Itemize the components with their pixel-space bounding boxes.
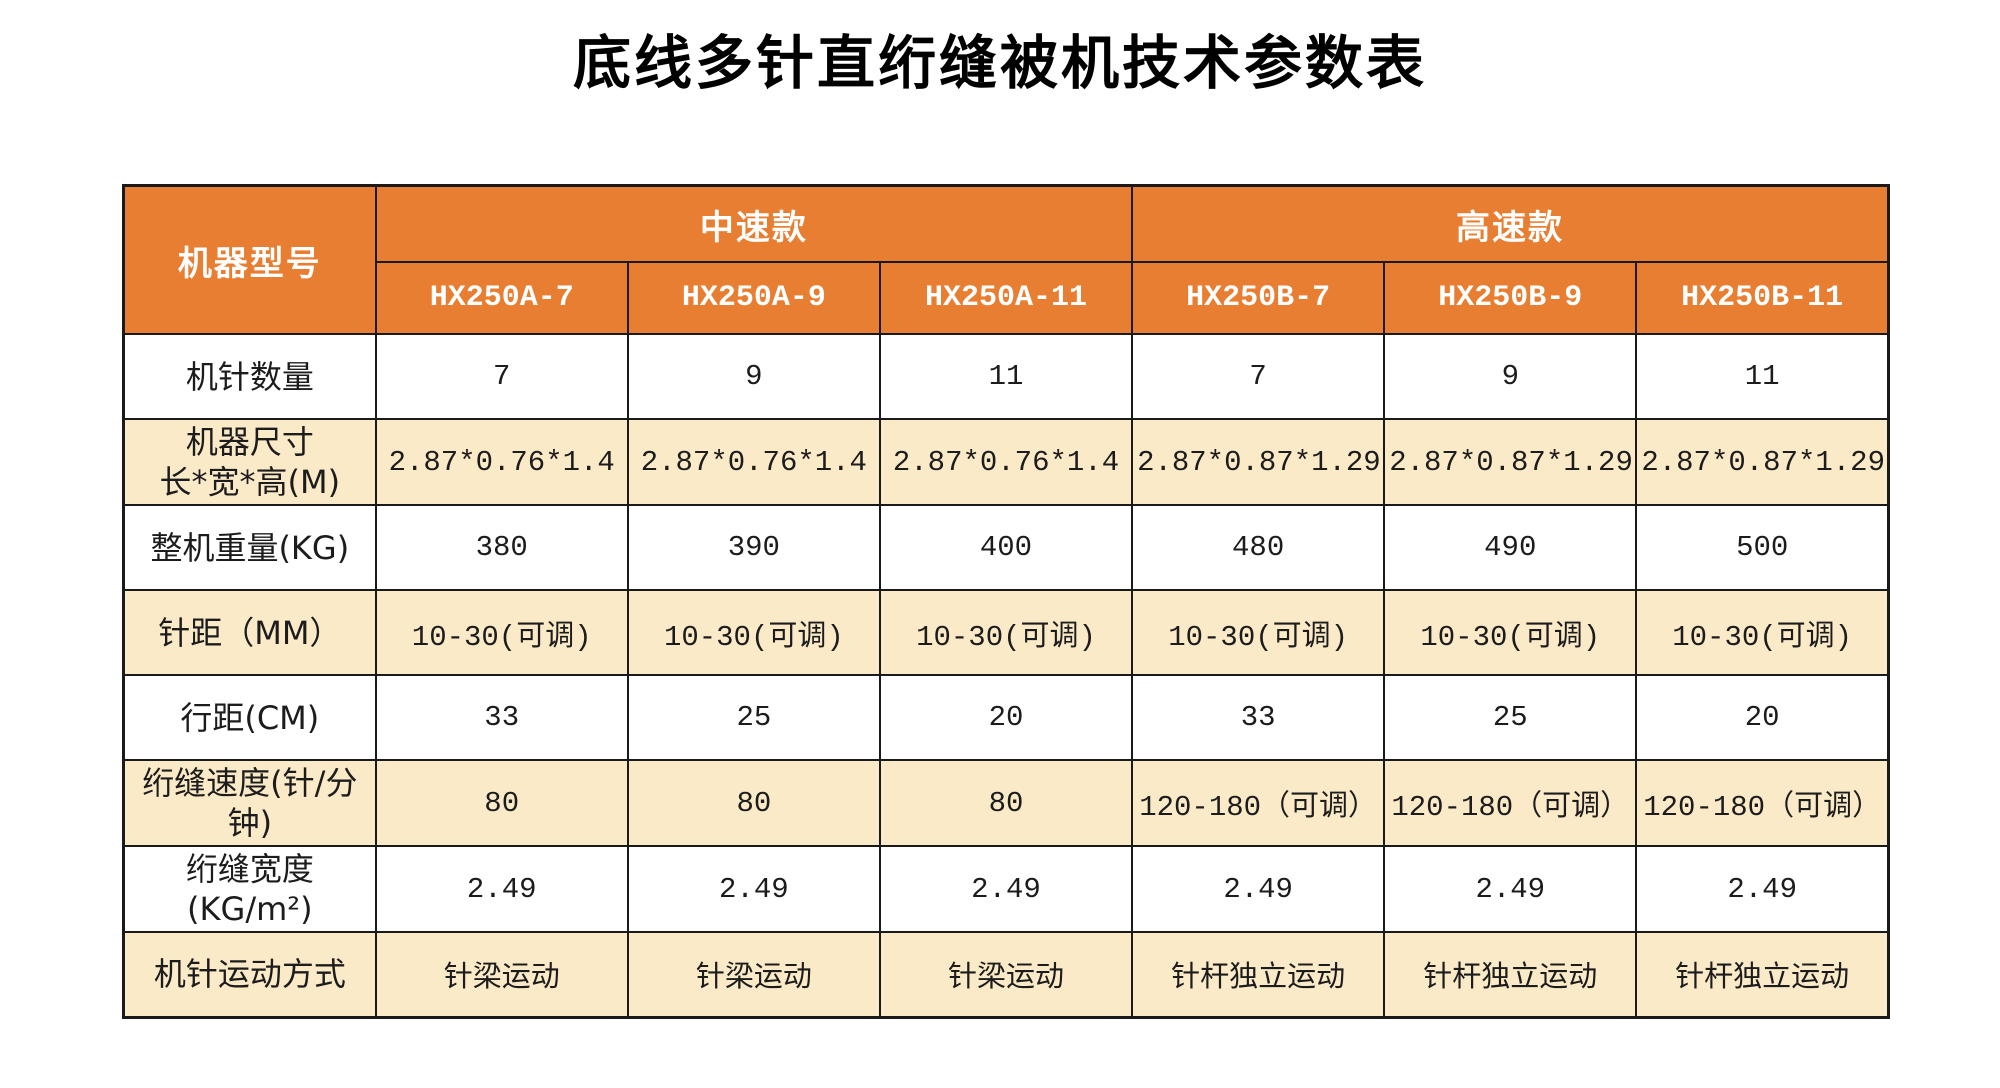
header-group-high-speed: 高速款 bbox=[1131, 184, 1890, 263]
value-cell: 11 bbox=[1635, 333, 1890, 420]
table-row-quilting-speed: 绗缝速度(针/分钟) 80 80 80 120-180（可调） 120-180（… bbox=[122, 759, 1890, 847]
value-cell: 25 bbox=[1383, 674, 1638, 761]
table-row-machine-size: 机器尺寸 长*宽*高(M) 2.87*0.76*1.4 2.87*0.76*1.… bbox=[122, 418, 1890, 506]
table-row-quilting-width: 绗缝宽度(KG/m²) 2.49 2.49 2.49 2.49 2.49 2.4… bbox=[122, 845, 1890, 933]
value-cell: 10-30(可调) bbox=[374, 589, 629, 676]
value-cell: 80 bbox=[878, 759, 1134, 847]
value-cell: 10-30(可调) bbox=[1383, 589, 1638, 676]
value-cell: 33 bbox=[1131, 674, 1386, 761]
value-cell: 400 bbox=[878, 504, 1134, 591]
value-cell: 针梁运动 bbox=[374, 931, 629, 1018]
value-cell: 10-30(可调) bbox=[626, 589, 881, 676]
spec-table: 机器型号 中速款 高速款 HX250A-7 HX250A-9 HX250A-11… bbox=[122, 184, 1890, 1019]
value-cell: 80 bbox=[626, 759, 881, 847]
row-label-cell: 针距（MM） bbox=[122, 589, 377, 676]
table-row-row-spacing: 行距(CM) 33 25 20 33 25 20 bbox=[122, 674, 1890, 761]
value-cell: 490 bbox=[1383, 504, 1638, 591]
header-model-row: HX250A-7 HX250A-9 HX250A-11 HX250B-7 HX2… bbox=[124, 261, 1890, 335]
value-cell: 7 bbox=[1131, 333, 1386, 420]
value-cell: 2.49 bbox=[626, 845, 881, 933]
value-cell: 120-180（可调） bbox=[1383, 759, 1638, 847]
value-cell: 针杆独立运动 bbox=[1131, 931, 1386, 1018]
row-label-cell: 行距(CM) bbox=[122, 674, 377, 761]
value-cell: 2.87*0.76*1.4 bbox=[374, 418, 629, 506]
value-cell: 120-180（可调） bbox=[1131, 759, 1386, 847]
spec-table-header: 机器型号 中速款 高速款 HX250A-7 HX250A-9 HX250A-11… bbox=[122, 184, 1890, 335]
value-cell: 2.87*0.87*1.29 bbox=[1383, 418, 1638, 506]
value-cell: 7 bbox=[374, 333, 629, 420]
value-cell: 10-30(可调) bbox=[1131, 589, 1386, 676]
value-cell: 380 bbox=[374, 504, 629, 591]
model-header-cell: HX250B-9 bbox=[1383, 261, 1638, 335]
value-cell: 9 bbox=[626, 333, 881, 420]
table-row-machine-weight: 整机重量(KG) 380 390 400 480 490 500 bbox=[122, 504, 1890, 591]
value-cell: 2.49 bbox=[878, 845, 1134, 933]
value-cell: 2.87*0.87*1.29 bbox=[1131, 418, 1386, 506]
header-cell-machine-model: 机器型号 bbox=[122, 184, 377, 335]
value-cell: 20 bbox=[878, 674, 1134, 761]
value-cell: 80 bbox=[374, 759, 629, 847]
model-header-cell: HX250A-9 bbox=[626, 261, 881, 335]
table-row-needle-pitch: 针距（MM） 10-30(可调) 10-30(可调) 10-30(可调) 10-… bbox=[122, 589, 1890, 676]
table-row-needle-motion: 机针运动方式 针梁运动 针梁运动 针梁运动 针杆独立运动 针杆独立运动 针杆独立… bbox=[122, 931, 1890, 1018]
model-header-cell: HX250B-7 bbox=[1131, 261, 1386, 335]
value-cell: 500 bbox=[1635, 504, 1890, 591]
value-cell: 390 bbox=[626, 504, 881, 591]
value-cell: 10-30(可调) bbox=[1635, 589, 1890, 676]
value-cell: 2.49 bbox=[1635, 845, 1890, 933]
row-label-cell: 绗缝速度(针/分钟) bbox=[122, 759, 377, 847]
value-cell: 480 bbox=[1131, 504, 1386, 591]
value-cell: 25 bbox=[626, 674, 881, 761]
table-row-needle-count: 机针数量 7 9 11 7 9 11 bbox=[122, 333, 1890, 420]
value-cell: 针杆独立运动 bbox=[1635, 931, 1890, 1018]
header-group-row: 机器型号 中速款 高速款 bbox=[122, 184, 1890, 335]
value-cell: 2.49 bbox=[1383, 845, 1638, 933]
value-cell: 2.49 bbox=[1131, 845, 1386, 933]
row-label-cell: 机针运动方式 bbox=[122, 931, 377, 1018]
value-cell: 针梁运动 bbox=[878, 931, 1134, 1018]
value-cell: 2.87*0.76*1.4 bbox=[878, 418, 1134, 506]
model-header-cell: HX250B-11 bbox=[1635, 261, 1890, 335]
row-label-cell: 机针数量 bbox=[122, 333, 377, 420]
value-cell: 11 bbox=[878, 333, 1134, 420]
value-cell: 10-30(可调) bbox=[878, 589, 1134, 676]
row-label-cell: 整机重量(KG) bbox=[122, 504, 377, 591]
value-cell: 2.87*0.76*1.4 bbox=[626, 418, 881, 506]
value-cell: 9 bbox=[1383, 333, 1638, 420]
header-group-medium-speed: 中速款 bbox=[374, 184, 1134, 263]
row-label-cell: 机器尺寸 长*宽*高(M) bbox=[122, 418, 377, 506]
model-header-cell: HX250A-7 bbox=[374, 261, 629, 335]
row-label-cell: 绗缝宽度(KG/m²) bbox=[122, 845, 377, 933]
value-cell: 120-180（可调） bbox=[1635, 759, 1890, 847]
value-cell: 20 bbox=[1635, 674, 1890, 761]
value-cell: 33 bbox=[374, 674, 629, 761]
model-header-cell: HX250A-11 bbox=[878, 261, 1134, 335]
value-cell: 2.49 bbox=[374, 845, 629, 933]
page-title: 底线多针直绗缝被机技术参数表 bbox=[572, 29, 1427, 97]
value-cell: 针梁运动 bbox=[626, 931, 881, 1018]
spec-table-body: 机针数量 7 9 11 7 9 11 机器尺寸 长*宽*高(M) 2.87*0.… bbox=[122, 333, 1890, 1018]
value-cell: 针杆独立运动 bbox=[1383, 931, 1638, 1018]
value-cell: 2.87*0.87*1.29 bbox=[1635, 418, 1890, 506]
